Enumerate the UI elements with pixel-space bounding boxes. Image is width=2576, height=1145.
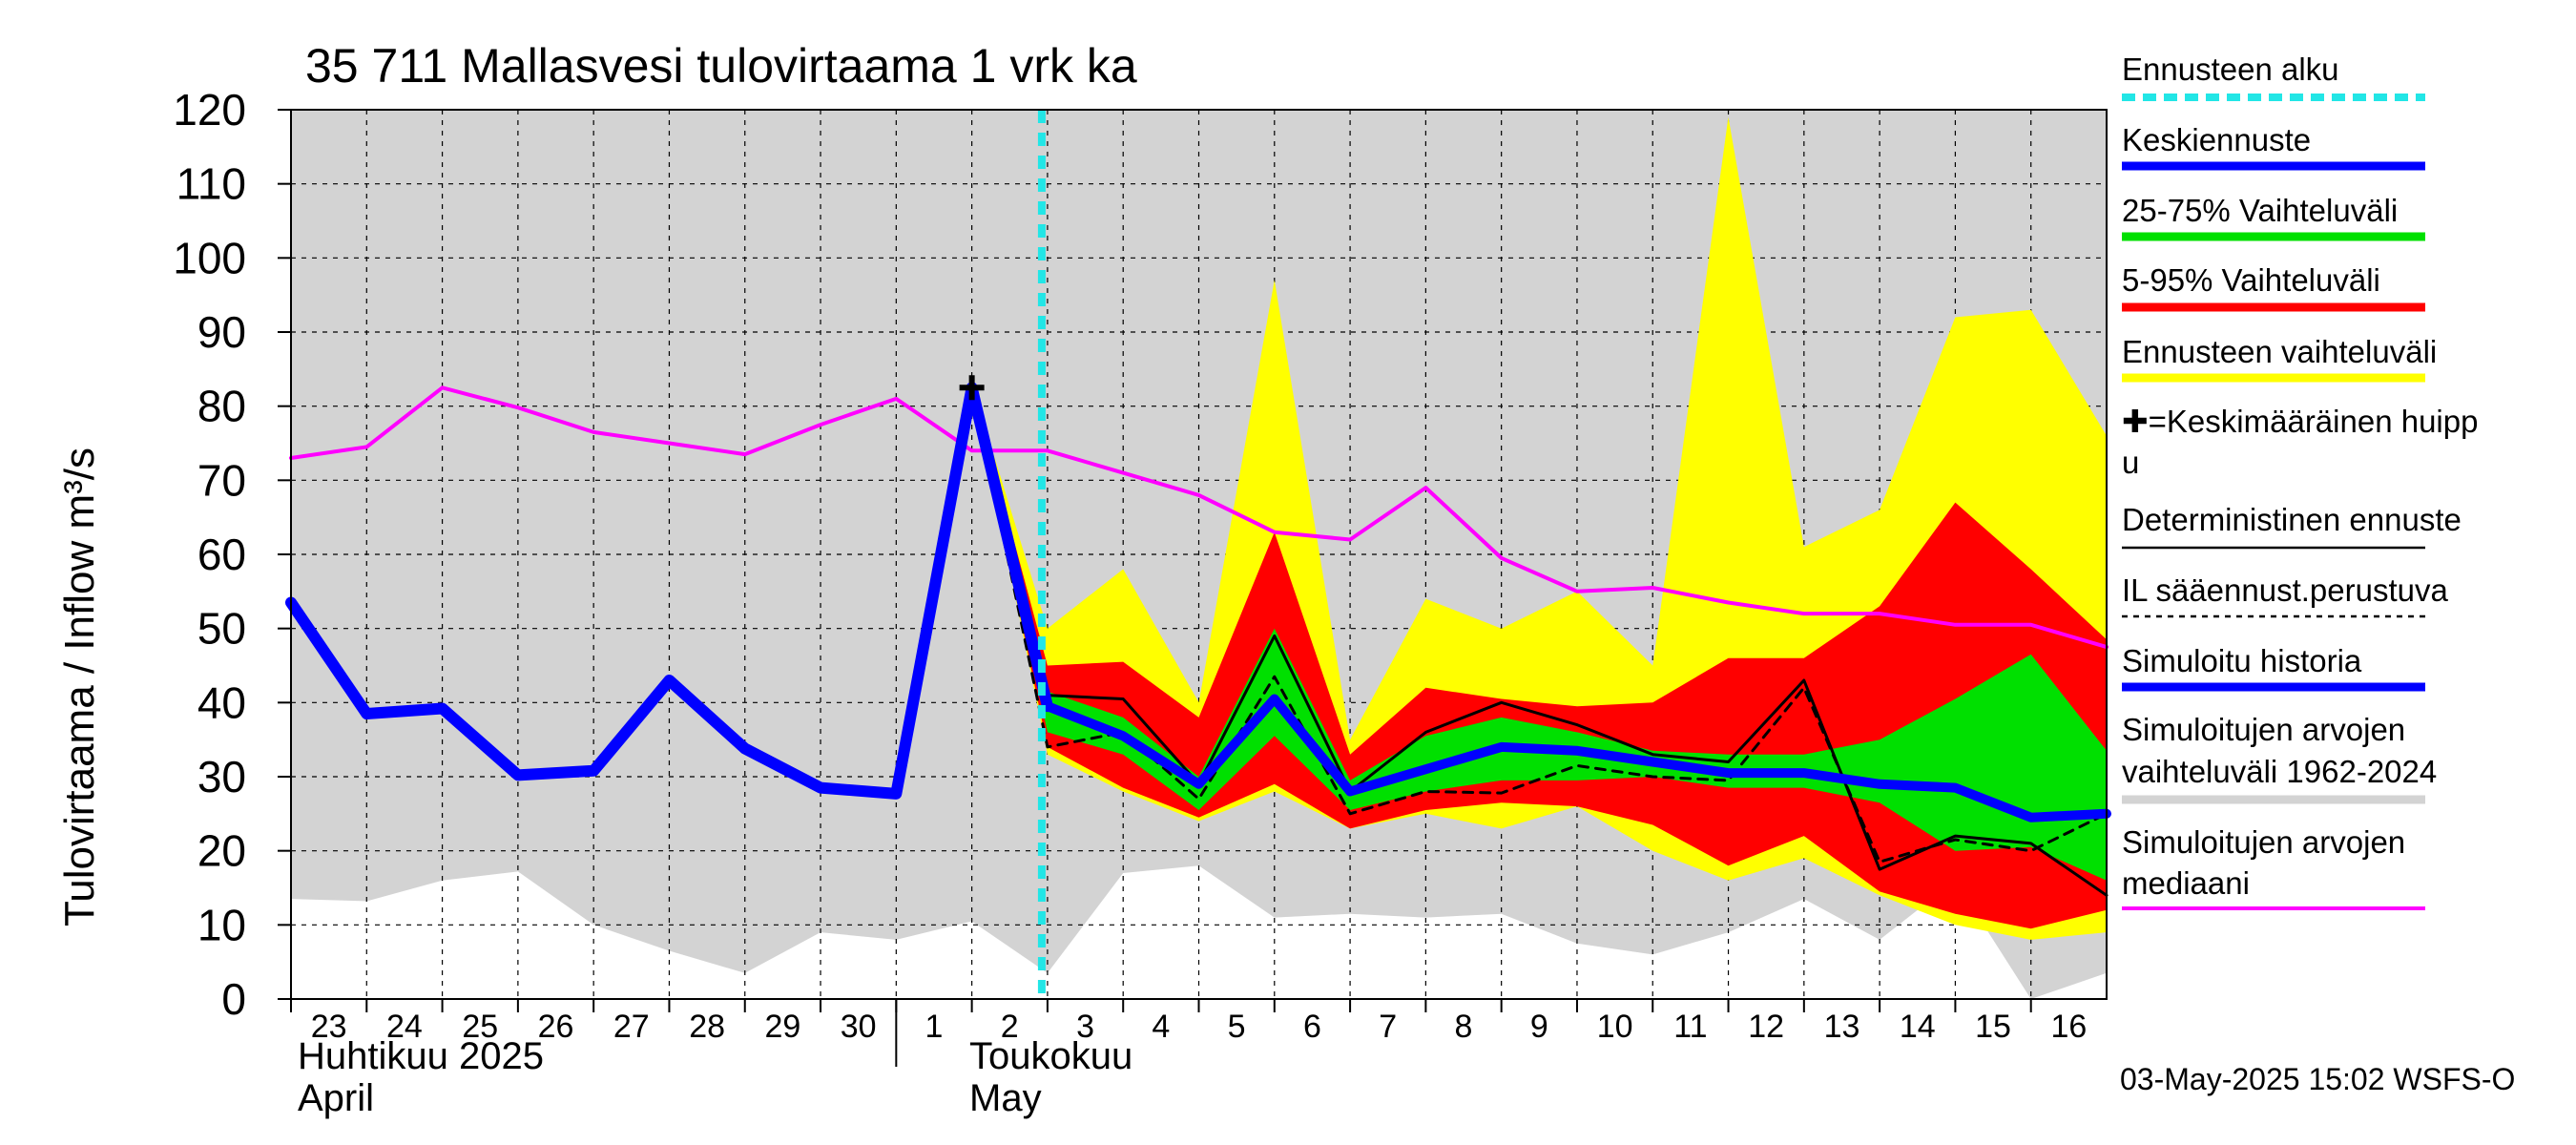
legend-label-line2: u (2122, 445, 2139, 480)
timestamp-footer: 03-May-2025 15:02 WSFS-O (2120, 1062, 2515, 1096)
mean-forecast-line (1042, 694, 2111, 822)
x-tick-label: 11 (1673, 1009, 1707, 1045)
x-tick-label: 25 (462, 1009, 498, 1045)
x-tick-label: 4 (1152, 1009, 1170, 1045)
month-label-may-fi: Toukokuu (969, 1035, 1132, 1077)
y-tick-label: 10 (197, 900, 246, 949)
month-label-april-en: April (298, 1077, 374, 1119)
y-tick-label: 70 (197, 455, 246, 505)
x-tick-label: 10 (1597, 1009, 1633, 1045)
median-line (289, 385, 2109, 650)
plot-area (285, 110, 2111, 999)
x-tick-label: 7 (1379, 1009, 1397, 1045)
legend: Ennusteen alku Keskiennuste 25-75% Vaihtel… (2122, 52, 2478, 910)
y-tick-label: 30 (197, 752, 246, 802)
legend-label: Simuloitu historia (2122, 643, 2362, 678)
y-tick-label: 90 (197, 307, 246, 357)
il-weather-line (970, 385, 2109, 864)
x-tick-label: 28 (689, 1009, 725, 1045)
x-tick-label: 6 (1303, 1009, 1321, 1045)
y-axis-label: Tulovirtaama / Inflow m³/s (56, 448, 103, 926)
legend-label: IL sääennust.perustuva (2122, 572, 2448, 608)
x-tick-label: 9 (1530, 1009, 1548, 1045)
x-tick-label: 15 (1975, 1009, 2011, 1045)
x-tick-label: 23 (311, 1009, 347, 1045)
chart-title: 35 711 Mallasvesi tulovirtaama 1 vrk ka (305, 39, 1137, 93)
y-tick-label: 80 (197, 382, 246, 431)
y-tick-label: 50 (197, 604, 246, 654)
x-tick-label: 26 (538, 1009, 574, 1045)
legend-label: Keskiennuste (2122, 122, 2311, 157)
x-tick-label: 8 (1455, 1009, 1473, 1045)
x-tick-label: 12 (1748, 1009, 1784, 1045)
x-tick-label: 24 (386, 1009, 423, 1045)
x-tick-label: 13 (1824, 1009, 1860, 1045)
legend-label: Ennusteen alku (2122, 52, 2339, 87)
x-tick-label: 14 (1900, 1009, 1936, 1045)
y-tick-label: 0 (221, 974, 246, 1024)
month-label-april-fi: Huhtikuu 2025 (298, 1035, 544, 1077)
x-tick-label: 1 (925, 1009, 944, 1045)
deterministic-line (970, 385, 2109, 897)
legend-label: ✚=Keskimääräinen huipp (2122, 404, 2478, 439)
y-tick-label: 40 (197, 677, 246, 727)
legend-label: Simuloitujen arvojen (2122, 824, 2405, 860)
simulated-history-line (285, 382, 1053, 800)
x-tick-label: 3 (1076, 1009, 1094, 1045)
legend-label: 25-75% Vaihteluväli (2122, 193, 2398, 228)
p5-95-band (971, 384, 2107, 929)
legend-label-line2: mediaani (2122, 865, 2250, 901)
y-tick-label: 110 (177, 159, 246, 209)
y-tick-label: 60 (197, 530, 246, 579)
p25-75-band (971, 384, 2107, 881)
x-tick-label: 30 (841, 1009, 877, 1045)
legend-label: 5-95% Vaihteluväli (2122, 262, 2380, 298)
x-tick-label: 27 (613, 1009, 650, 1045)
legend-label: Ennusteen vaihteluväli (2122, 334, 2437, 369)
legend-label-line2: vaihteluväli 1962-2024 (2122, 754, 2437, 789)
legend-label: Simuloitujen arvojen (2122, 712, 2405, 747)
y-tick-label: 20 (197, 826, 246, 876)
y-tick-label: 100 (173, 233, 246, 282)
x-tick-label: 16 (2050, 1009, 2087, 1045)
x-tick-label: 5 (1228, 1009, 1246, 1045)
y-tick-label: 120 (173, 85, 246, 135)
x-tick-label: 2 (1001, 1009, 1019, 1045)
x-tick-label: 29 (764, 1009, 800, 1045)
peak-marker (959, 375, 985, 401)
legend-label: Deterministinen ennuste (2122, 502, 2462, 537)
month-label-may-en: May (969, 1077, 1042, 1119)
